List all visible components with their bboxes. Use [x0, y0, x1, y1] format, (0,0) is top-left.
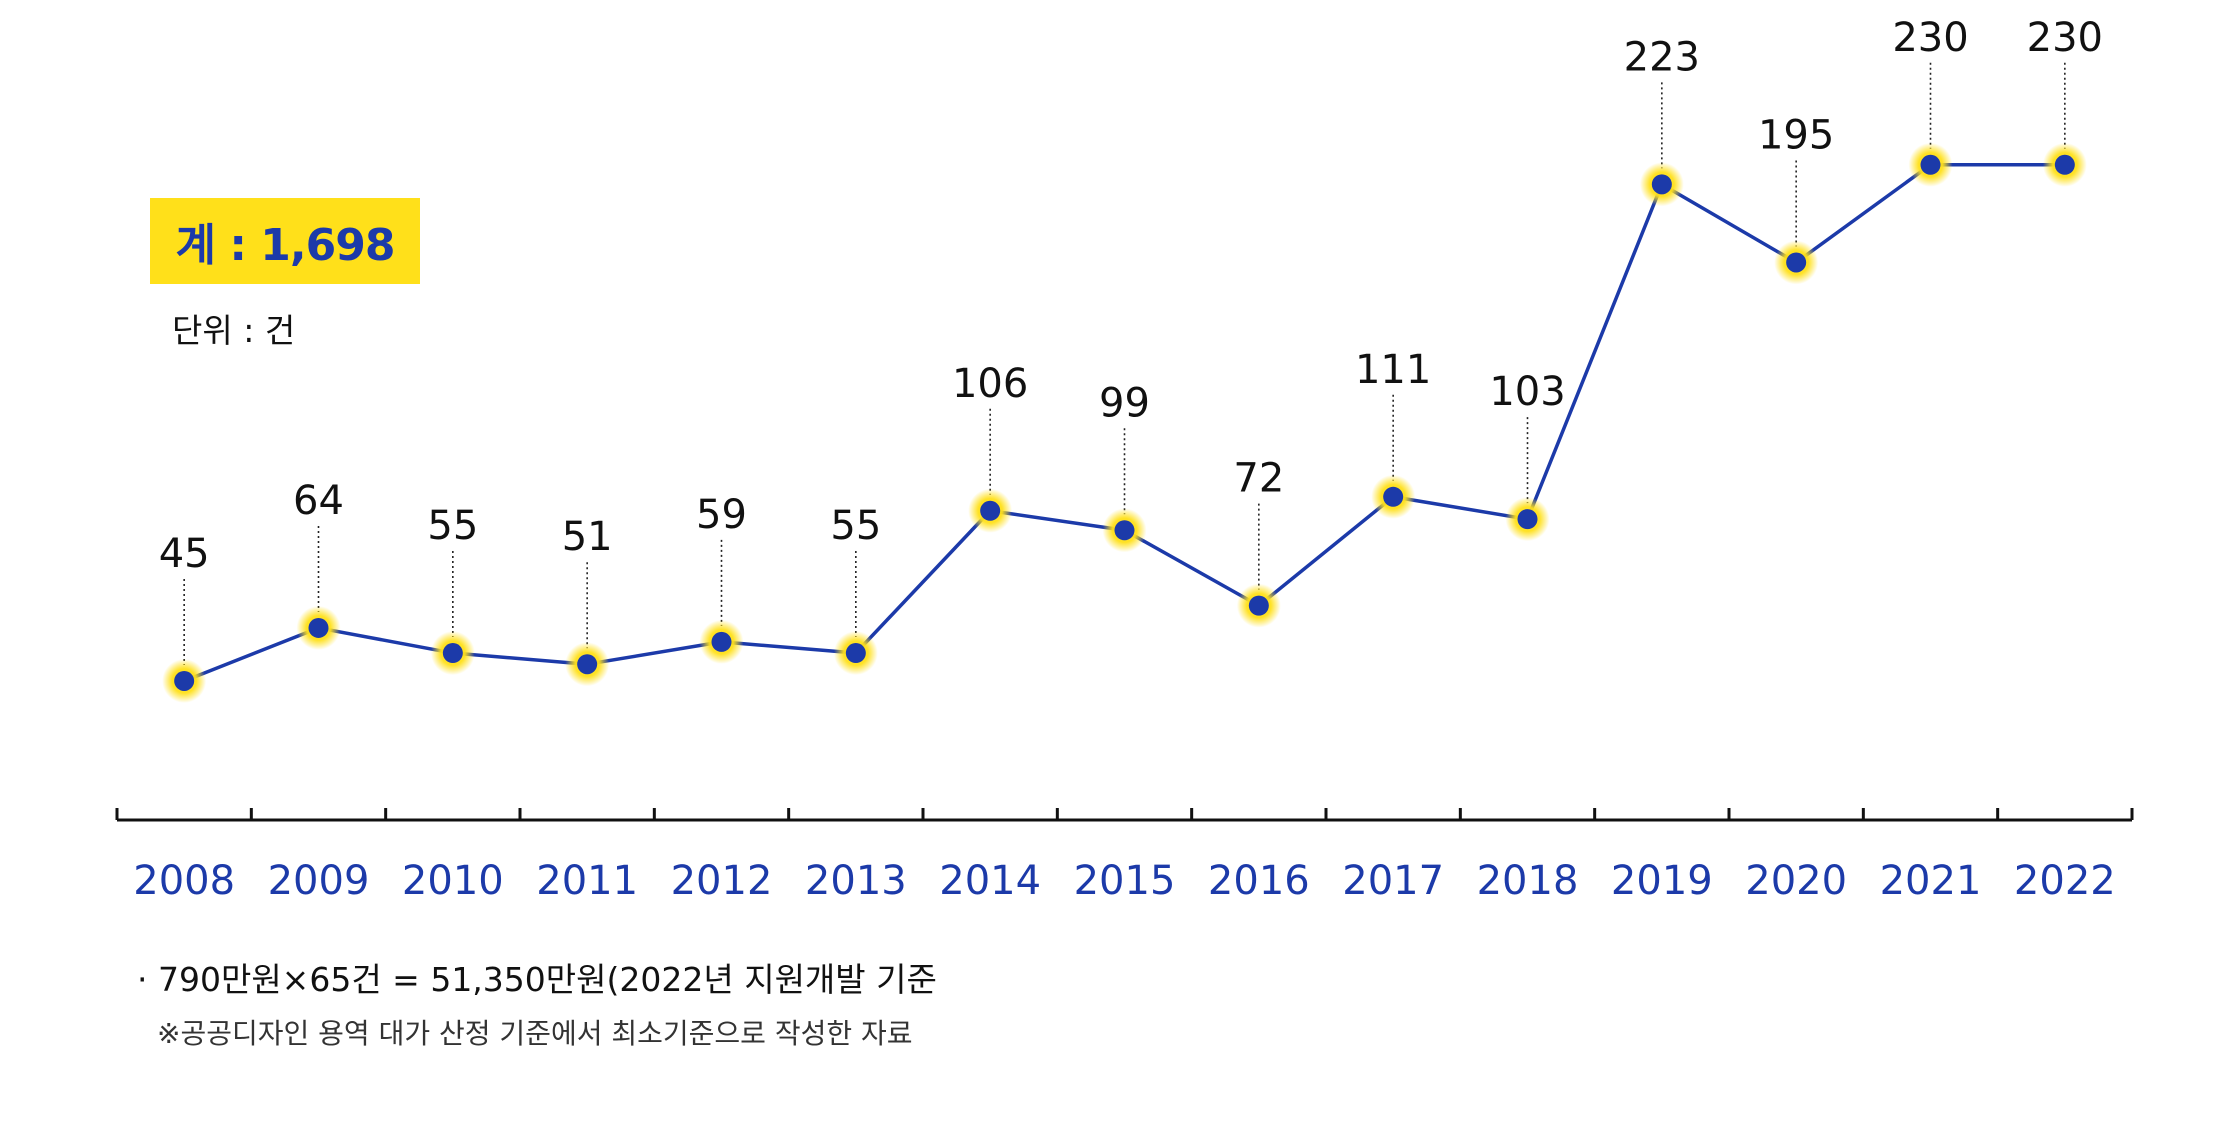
data-point-2016: [1236, 583, 1281, 628]
data-point-marker: [845, 643, 866, 664]
footnote-calculation: · 790만원×65건 = 51,350만원(2022년 지원개발 기준: [137, 960, 937, 999]
x-tick-label-2022: 2022: [2014, 858, 2116, 904]
data-point-marker: [1920, 154, 1941, 175]
data-point-2010: [430, 631, 475, 676]
data-point-2014: [968, 488, 1013, 533]
data-point-marker: [174, 670, 195, 691]
data-point-marker: [1248, 595, 1269, 616]
x-tick-labels: 2008 2009 2010 2011 2012 2013 2014 2015 2016 2017…: [133, 858, 2115, 904]
data-label-2010: 55: [427, 503, 478, 549]
leader-lines: [183, 62, 2066, 665]
x-tick-label-2011: 2011: [536, 858, 638, 904]
data-label-2008: 45: [159, 531, 210, 577]
x-tick-label-2010: 2010: [402, 858, 504, 904]
data-point-marker: [1651, 174, 1672, 195]
total-badge: 계 : 1,698: [150, 198, 420, 284]
data-point-marker: [442, 643, 463, 664]
data-label-2013: 55: [830, 503, 881, 549]
data-label-2009: 64: [293, 478, 344, 524]
unit-label: 단위 : 건: [172, 311, 296, 350]
data-point-2019: [1639, 162, 1684, 207]
data-point-2013: [833, 631, 878, 676]
data-label-2017: 111: [1355, 347, 1431, 393]
data-point-marker: [711, 631, 732, 652]
data-point-2011: [565, 642, 610, 687]
data-label-2020: 195: [1758, 112, 1834, 158]
x-tick-label-2019: 2019: [1611, 858, 1713, 904]
data-label-2022: 230: [2027, 15, 2103, 61]
data-label-2021: 230: [1892, 15, 1968, 61]
data-point-2018: [1505, 497, 1550, 542]
data-point-2017: [1371, 474, 1416, 519]
x-tick-label-2021: 2021: [1880, 858, 1982, 904]
data-point-2008: [162, 658, 207, 703]
data-point-marker: [1114, 520, 1135, 541]
data-point-marker: [2054, 154, 2075, 175]
data-point-marker: [1383, 486, 1404, 507]
data-label-2018: 103: [1489, 369, 1565, 415]
x-tick-label-2013: 2013: [805, 858, 907, 904]
x-tick-label-2018: 2018: [1477, 858, 1579, 904]
data-point-2022: [2042, 142, 2087, 187]
x-tick-label-2017: 2017: [1342, 858, 1444, 904]
x-tick-label-2008: 2008: [133, 858, 235, 904]
data-label-2012: 59: [696, 492, 747, 538]
x-tick-label-2020: 2020: [1745, 858, 1847, 904]
data-point-2012: [699, 619, 744, 664]
data-point-marker: [308, 617, 329, 638]
total-label: 계 : 1,698: [175, 220, 396, 271]
data-label-2011: 51: [562, 514, 613, 560]
x-tick-label-2015: 2015: [1074, 858, 1176, 904]
x-tick-label-2009: 2009: [268, 858, 370, 904]
footnote-source: ※공공디자인 용역 대가 산정 기준에서 최소기준으로 작성한 자료: [157, 1017, 913, 1050]
data-point-2009: [296, 605, 341, 650]
x-tick-label-2014: 2014: [939, 858, 1041, 904]
data-point-marker: [980, 500, 1001, 521]
data-point-2021: [1908, 142, 1953, 187]
data-point-marker: [577, 654, 598, 675]
data-points: [162, 142, 2087, 703]
data-point-marker: [1786, 252, 1807, 273]
data-label-2019: 223: [1624, 34, 1700, 80]
data-point-2015: [1102, 508, 1147, 553]
x-axis: [115, 808, 2134, 822]
x-tick-label-2016: 2016: [1208, 858, 1310, 904]
data-label-2014: 106: [952, 361, 1028, 407]
data-label-2016: 72: [1233, 456, 1284, 502]
data-point-2020: [1774, 240, 1819, 285]
data-point-marker: [1517, 509, 1538, 530]
data-label-2015: 99: [1099, 380, 1150, 426]
data-labels: 45 64 55 51 59 55 106 99 72 111 103 223 195 230 230: [159, 15, 2103, 577]
x-tick-label-2012: 2012: [671, 858, 773, 904]
